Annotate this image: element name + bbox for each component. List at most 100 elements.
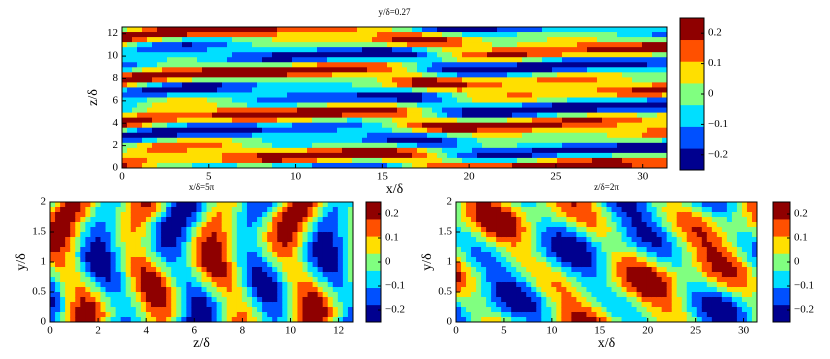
contour-cell: [272, 123, 278, 129]
contour-cell: [522, 27, 528, 33]
contour-cell: [202, 237, 208, 243]
contour-cell: [562, 118, 568, 124]
contour-cell: [106, 227, 112, 233]
contour-cell: [312, 87, 318, 93]
contour-cell: [257, 307, 263, 313]
contour-cell: [567, 103, 573, 109]
contour-cell: [131, 212, 137, 218]
contour-cell: [412, 133, 418, 139]
contour-cell: [267, 32, 273, 38]
contour-cell: [347, 143, 353, 149]
contour-cell: [461, 312, 467, 318]
contour-cell: [80, 307, 86, 313]
contour-cell: [196, 297, 202, 303]
contour-cell: [80, 277, 86, 283]
contour-cell: [531, 272, 537, 278]
contour-cell: [342, 27, 348, 33]
contour-cell: [272, 312, 278, 318]
contour-cell: [367, 123, 373, 129]
contour-cell: [257, 153, 263, 159]
contour-cell: [297, 232, 303, 238]
contour-cell: [141, 267, 147, 273]
contour-cell: [75, 257, 81, 263]
contour-cell: [402, 92, 408, 98]
contour-cell: [481, 252, 487, 258]
contour-cell: [127, 62, 133, 68]
contour-cell: [242, 143, 248, 149]
contour-cell: [527, 27, 533, 33]
contour-cell: [417, 123, 423, 129]
contour-cell: [461, 237, 467, 243]
contour-cell: [481, 217, 487, 223]
contour-cell: [557, 133, 563, 139]
contour-cell: [342, 77, 348, 83]
contour-cell: [142, 148, 148, 154]
contour-cell: [222, 312, 228, 318]
contour-cell: [622, 158, 628, 164]
contour-cell: [477, 62, 483, 68]
contour-cell: [447, 128, 453, 134]
y-tick-label: 1: [41, 256, 47, 268]
contour-cell: [272, 262, 278, 268]
contour-cell: [303, 237, 309, 243]
contour-cell: [367, 37, 373, 43]
contour-cell: [297, 133, 303, 139]
contour-cell: [141, 222, 147, 228]
contour-cell: [257, 257, 263, 263]
contour-cell: [382, 148, 388, 154]
contour-cell: [187, 82, 193, 88]
contour-cell: [297, 277, 303, 283]
contour-cell: [252, 123, 258, 129]
contour-cell: [177, 103, 183, 109]
contour-cell: [422, 118, 428, 124]
contour-cell: [362, 72, 368, 78]
contour-cell: [323, 282, 329, 288]
contour-cell: [161, 247, 167, 253]
contour-cell: [622, 103, 628, 109]
contour-cell: [506, 247, 512, 253]
contour-cell: [537, 92, 543, 98]
contour-cell: [526, 252, 532, 258]
contour-cell: [297, 158, 303, 164]
contour-cell: [207, 87, 213, 93]
contour-cell: [487, 62, 493, 68]
contour-cell: [287, 262, 293, 268]
contour-cell: [587, 82, 593, 88]
contour-cell: [317, 42, 323, 48]
contour-cell: [511, 262, 517, 268]
contour-cell: [177, 42, 183, 48]
contour-cell: [132, 52, 138, 58]
contour-cell: [162, 47, 168, 53]
contour-cell: [343, 207, 349, 213]
contour-cell: [472, 42, 478, 48]
contour-cell: [587, 62, 593, 68]
contour-cell: [181, 267, 187, 273]
contour-cell: [567, 153, 573, 159]
contour-cell: [497, 92, 503, 98]
contour-cell: [207, 212, 213, 218]
contour-cell: [181, 247, 187, 253]
contour-cell: [427, 98, 433, 104]
contour-cell: [496, 297, 502, 303]
contour-cell: [166, 272, 172, 278]
contour-cell: [252, 32, 258, 38]
contour-cell: [116, 272, 122, 278]
contour-cell: [502, 158, 508, 164]
contour-cell: [207, 32, 213, 38]
contour-cell: [557, 57, 563, 63]
contour-cell: [512, 72, 518, 78]
contour-cell: [141, 302, 147, 308]
contour-cell: [242, 27, 248, 33]
contour-cell: [197, 57, 203, 63]
contour-cell: [232, 302, 238, 308]
contour-cell: [207, 207, 213, 213]
contour-cell: [407, 52, 413, 58]
contour-cell: [142, 42, 148, 48]
contour-cell: [85, 212, 91, 218]
contour-cell: [422, 62, 428, 68]
contour-cell: [111, 287, 117, 293]
contour-cell: [80, 262, 86, 268]
contour-cell: [477, 72, 483, 78]
contour-cell: [387, 32, 393, 38]
contour-cell: [501, 232, 507, 238]
